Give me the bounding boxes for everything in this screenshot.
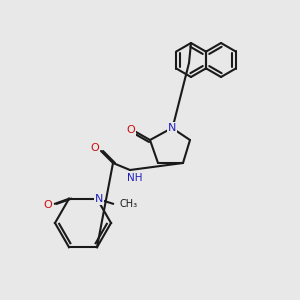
Text: N: N [168, 125, 176, 135]
Text: O: O [127, 125, 135, 135]
Text: CH₃: CH₃ [119, 199, 137, 209]
Text: N: N [95, 194, 103, 204]
Text: N: N [168, 123, 176, 133]
Text: NH: NH [127, 173, 143, 183]
Text: O: O [91, 143, 99, 153]
Text: O: O [44, 200, 52, 210]
